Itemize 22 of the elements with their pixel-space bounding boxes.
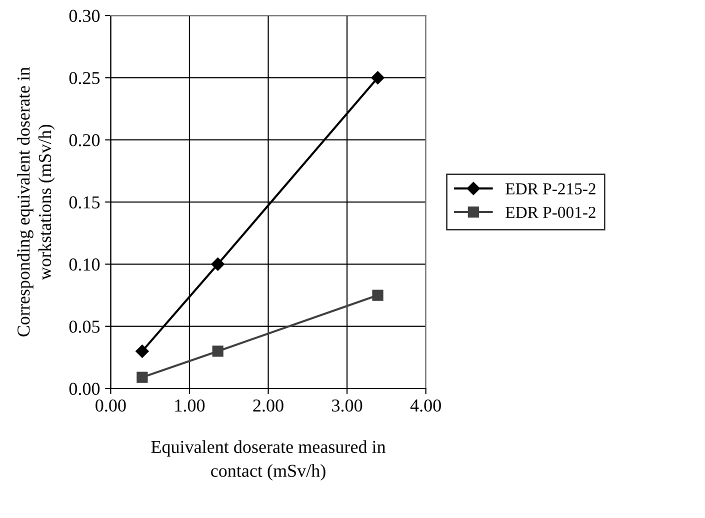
x-tick-label: 2.00 (253, 399, 284, 412)
x-tick-label: 0.00 (96, 399, 126, 412)
point (372, 290, 384, 301)
y-tick-label: 0.30 (69, 10, 100, 22)
point (211, 258, 224, 271)
y-tick-label: 0.15 (69, 196, 100, 209)
x-tick-label: 4.00 (410, 399, 441, 412)
point (212, 346, 224, 357)
y-tick-label: 0.10 (69, 258, 100, 271)
x-tick-label: 3.00 (332, 399, 362, 412)
x-tick-label: 1.00 (175, 399, 205, 412)
y-axis-title: Corresponding equivalent doserate in workstations (mSv/h) (16, 67, 55, 336)
point (136, 344, 149, 358)
x-axis-title: Equivalent doserate measured in contact (mSv/h) (151, 440, 386, 481)
y-tick-label: 0.20 (69, 134, 100, 146)
point (136, 372, 148, 383)
y-tick-label: 0.00 (69, 382, 100, 396)
legend-label: EDR P-215-2 (506, 183, 596, 194)
point (371, 71, 384, 84)
y-tick-label: 0.05 (69, 320, 100, 333)
legend-label: EDR P-001-2 (506, 206, 596, 218)
y-tick-label: 0.25 (69, 72, 100, 84)
